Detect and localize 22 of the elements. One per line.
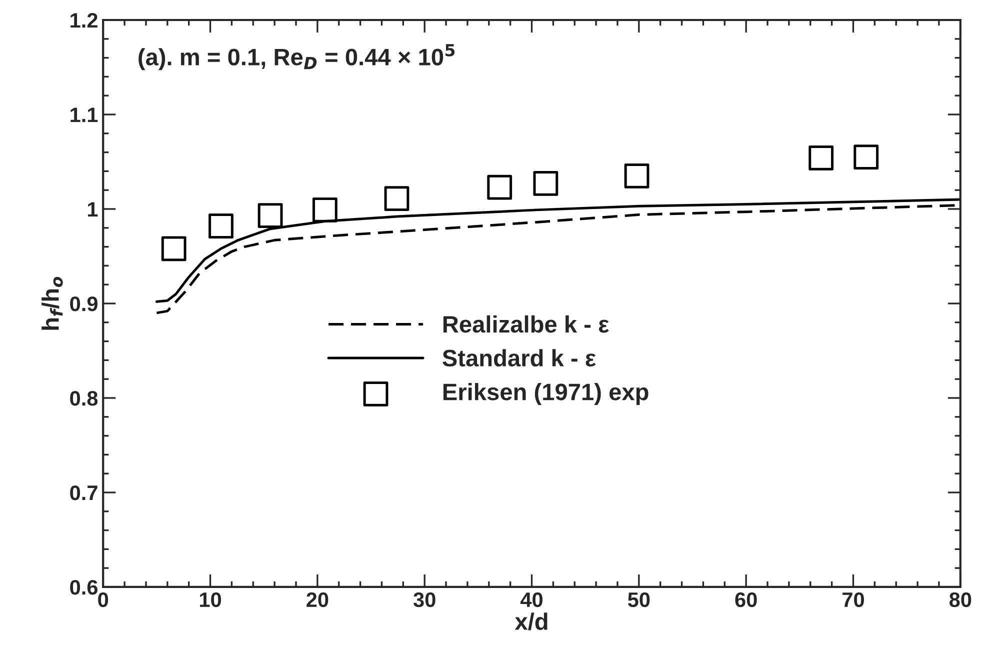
y-tick-label: 0.7 xyxy=(70,485,98,500)
y-tick-label: 1.1 xyxy=(70,108,98,122)
x-tick-label: 60 xyxy=(735,592,757,608)
y-axis-title: h$_{f}$/h$_{o}$ xyxy=(42,276,63,330)
y-tick-label: 0.9 xyxy=(70,296,98,312)
y-tick-label: 1 xyxy=(88,202,98,217)
legend-label: Standard k - ε xyxy=(442,349,596,367)
x-tick-label: 70 xyxy=(842,592,864,608)
y-tick-label: 0.8 xyxy=(70,390,98,406)
y-tick-label: 1.2 xyxy=(70,13,98,28)
x-tick-label: 80 xyxy=(949,592,972,608)
legend-label: Eriksen (1971) exp xyxy=(443,382,648,405)
x-tick-label: 10 xyxy=(200,592,222,608)
x-axis-title: x/d xyxy=(514,612,548,630)
x-tick-label: 20 xyxy=(306,592,328,608)
x-tick-label: 30 xyxy=(413,592,436,608)
annotation: (a). m = 0.1, Re$_{D}$ = 0.44 × 10$^{5}$ xyxy=(138,44,455,70)
legend-label: Realizalbe k - ε xyxy=(443,315,609,333)
x-tick-label: 50 xyxy=(628,592,650,608)
y-tick-label: 0.6 xyxy=(70,580,98,595)
x-tick-label: 40 xyxy=(520,592,542,608)
x-tick-label: 0 xyxy=(98,592,108,608)
